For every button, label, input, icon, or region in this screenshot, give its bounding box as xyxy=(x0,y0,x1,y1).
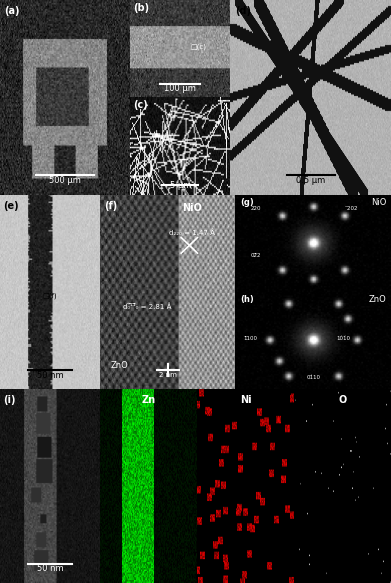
Text: (h): (h) xyxy=(240,295,254,304)
Text: d₂₂₀ = 1.47 Å: d₂₂₀ = 1.47 Å xyxy=(169,230,215,237)
Text: 50 nm: 50 nm xyxy=(37,371,63,380)
Text: ZnO: ZnO xyxy=(111,361,129,370)
Text: O: O xyxy=(338,395,347,405)
Text: ZnO: ZnO xyxy=(369,295,386,304)
Text: (d): (d) xyxy=(235,6,251,16)
Text: (e): (e) xyxy=(3,201,19,210)
Text: Ni: Ni xyxy=(240,395,251,405)
Text: 220: 220 xyxy=(251,206,262,212)
Text: NiO: NiO xyxy=(371,198,386,206)
Text: 0.5 μm: 0.5 μm xyxy=(296,176,325,185)
Text: (f): (f) xyxy=(104,201,117,210)
Text: 50 nm: 50 nm xyxy=(37,564,63,573)
Text: Zn: Zn xyxy=(142,395,156,405)
Text: 02̅2: 02̅2 xyxy=(251,253,262,258)
Text: NiO: NiO xyxy=(182,202,202,213)
Text: 1̅100: 1̅100 xyxy=(243,336,257,341)
Text: □(c): □(c) xyxy=(190,44,206,50)
Text: (a): (a) xyxy=(4,6,20,16)
Text: 10͑1͑0: 10͑1͑0 xyxy=(337,336,351,341)
Text: 500 μm: 500 μm xyxy=(49,176,81,185)
Text: (b): (b) xyxy=(133,3,149,13)
Text: 100 μm: 100 μm xyxy=(164,85,196,93)
Text: 2 nm: 2 nm xyxy=(159,372,177,378)
Text: 01͑10: 01͑10 xyxy=(306,375,320,380)
Text: □(f): □(f) xyxy=(43,293,57,299)
Text: 5 μm: 5 μm xyxy=(170,181,191,190)
Text: (g): (g) xyxy=(240,198,254,206)
Text: (c): (c) xyxy=(133,100,148,110)
Text: (i): (i) xyxy=(3,395,16,405)
Text: d₀̅¹̅¹̅₀ = 2.81 Å: d₀̅¹̅¹̅₀ = 2.81 Å xyxy=(123,304,172,311)
Text: ̅202: ̅202 xyxy=(348,206,358,212)
